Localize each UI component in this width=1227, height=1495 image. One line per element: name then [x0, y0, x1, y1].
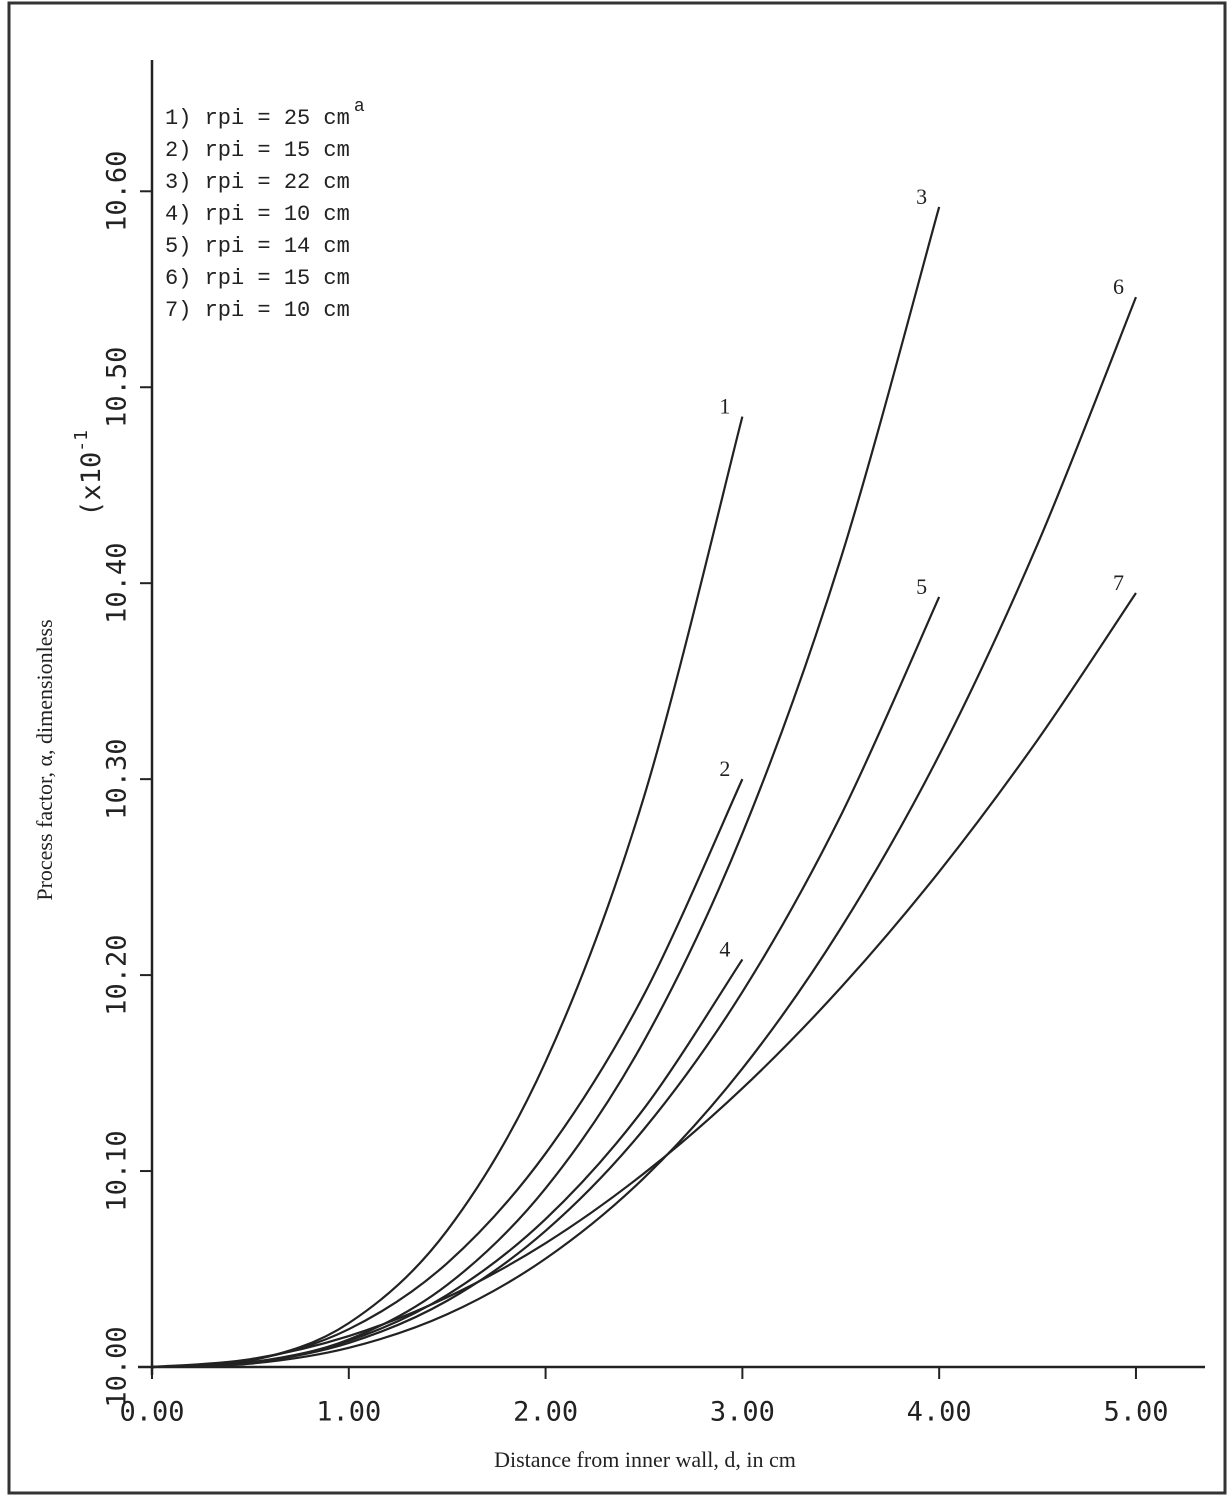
legend-text: 4) rpi = 10 cm: [165, 202, 350, 227]
legend-entry: 5) rpi = 14 cm: [165, 234, 350, 259]
curve-label: 6: [1113, 274, 1124, 299]
series-line: [151, 778, 744, 1369]
y-multiplier: (x10-1: [71, 430, 107, 517]
legend-entry: 2) rpi = 15 cm: [165, 138, 350, 163]
y-tick-label: 10.30: [102, 739, 133, 820]
legend-entry: 1) rpi = 25 cm a: [165, 97, 365, 131]
x-tick-label: 1.00: [316, 1397, 381, 1428]
y-tick-label: 10.60: [102, 151, 133, 232]
legend-superscript: a: [354, 97, 365, 117]
series-line: [151, 596, 941, 1369]
x-tick-label: 3.00: [710, 1397, 775, 1428]
x-axis-title: Distance from inner wall, d, in cm: [494, 1447, 796, 1472]
legend-text: 5) rpi = 14 cm: [165, 234, 350, 259]
legend-entry: 3) rpi = 22 cm: [165, 170, 350, 195]
series-line: [151, 296, 1137, 1369]
curve-label: 4: [719, 936, 730, 961]
y-tick-label: 10.10: [102, 1130, 133, 1211]
legend-text: 6) rpi = 15 cm: [165, 266, 350, 291]
y-tick-label: 10.40: [102, 543, 133, 624]
legend-text: 1) rpi = 25 cm: [165, 106, 350, 131]
y-multiplier-base: (x10: [76, 452, 107, 517]
legend-entry: 7) rpi = 10 cm: [165, 298, 350, 323]
curve-label: 5: [916, 574, 927, 599]
y-multiplier-exponent: -1: [71, 430, 92, 452]
y-axis-title: Process factor, α, dimensionless: [32, 619, 57, 900]
series-line: [151, 592, 1137, 1369]
curve-label: 7: [1113, 570, 1124, 595]
y-tick-label: 10.50: [102, 347, 133, 428]
series-line: [151, 958, 744, 1369]
legend-text: 7) rpi = 10 cm: [165, 298, 350, 323]
curve-label: 2: [719, 756, 730, 781]
series-line: [151, 416, 744, 1369]
frame: [7, 1, 1227, 1495]
x-tick-label: 0.00: [119, 1397, 184, 1428]
curve-label: 3: [916, 184, 927, 209]
series-line: [151, 206, 941, 1369]
legend-entry: 6) rpi = 15 cm: [165, 266, 350, 291]
legend-text: 2) rpi = 15 cm: [165, 138, 350, 163]
curve-label: 1: [719, 394, 730, 419]
legend-entry: 4) rpi = 10 cm: [165, 202, 350, 227]
x-tick-label: 2.00: [513, 1397, 578, 1428]
y-tick-label: 10.20: [102, 934, 133, 1015]
legend-text: 3) rpi = 22 cm: [165, 170, 350, 195]
x-tick-label: 4.00: [907, 1397, 972, 1428]
y-tick-label: 10.00: [102, 1326, 133, 1407]
x-tick-label: 5.00: [1103, 1397, 1168, 1428]
